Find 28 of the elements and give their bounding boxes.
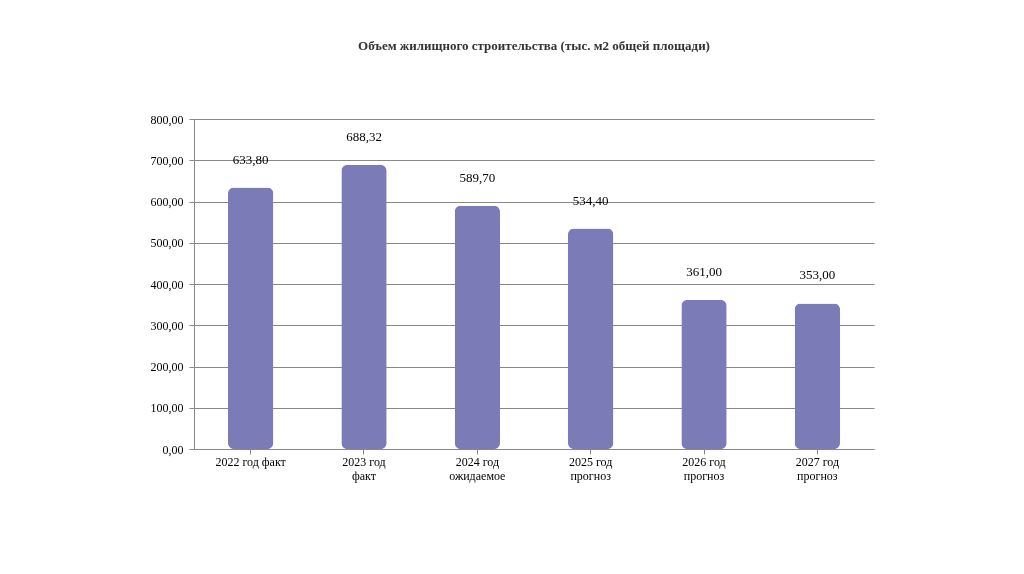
bar [681, 300, 727, 449]
bar [794, 303, 840, 449]
chart-title: Объем жилищного строительства (тыс. м2 общей площади) [358, 38, 710, 53]
bar [454, 205, 500, 449]
bar [228, 187, 274, 449]
bar [568, 228, 614, 449]
data-label: 361,00 [686, 264, 722, 280]
y-tick-label: 700,00 [150, 153, 184, 168]
bar [341, 165, 387, 449]
y-tick-label: 300,00 [150, 318, 184, 333]
y-tick-label: 100,00 [150, 401, 184, 416]
data-label: 353,00 [799, 267, 836, 283]
y-tick-label: 500,00 [150, 236, 184, 251]
x-tick-label: 2026 год прогноз [682, 454, 726, 483]
data-label: 633,80 [232, 151, 269, 167]
x-tick-label: 2027 год прогноз [795, 454, 840, 483]
x-tick-label: 2022 год факт [215, 454, 287, 469]
x-tick-label: 2024 год ожидаемое [449, 454, 506, 483]
data-label: 534,40 [572, 192, 609, 208]
data-label: 589,70 [459, 169, 496, 185]
y-tick-label: 200,00 [150, 360, 184, 374]
y-tick-label: 800,00 [150, 112, 184, 127]
x-tick-label: 2023 год факт [342, 454, 386, 483]
y-tick-label: 400,00 [150, 277, 184, 292]
x-tick-label: 2025 год прогноз [568, 454, 613, 483]
y-tick-label: 600,00 [150, 195, 184, 209]
y-tick-label: 0,00 [162, 442, 184, 457]
data-label: 688,32 [346, 129, 382, 145]
